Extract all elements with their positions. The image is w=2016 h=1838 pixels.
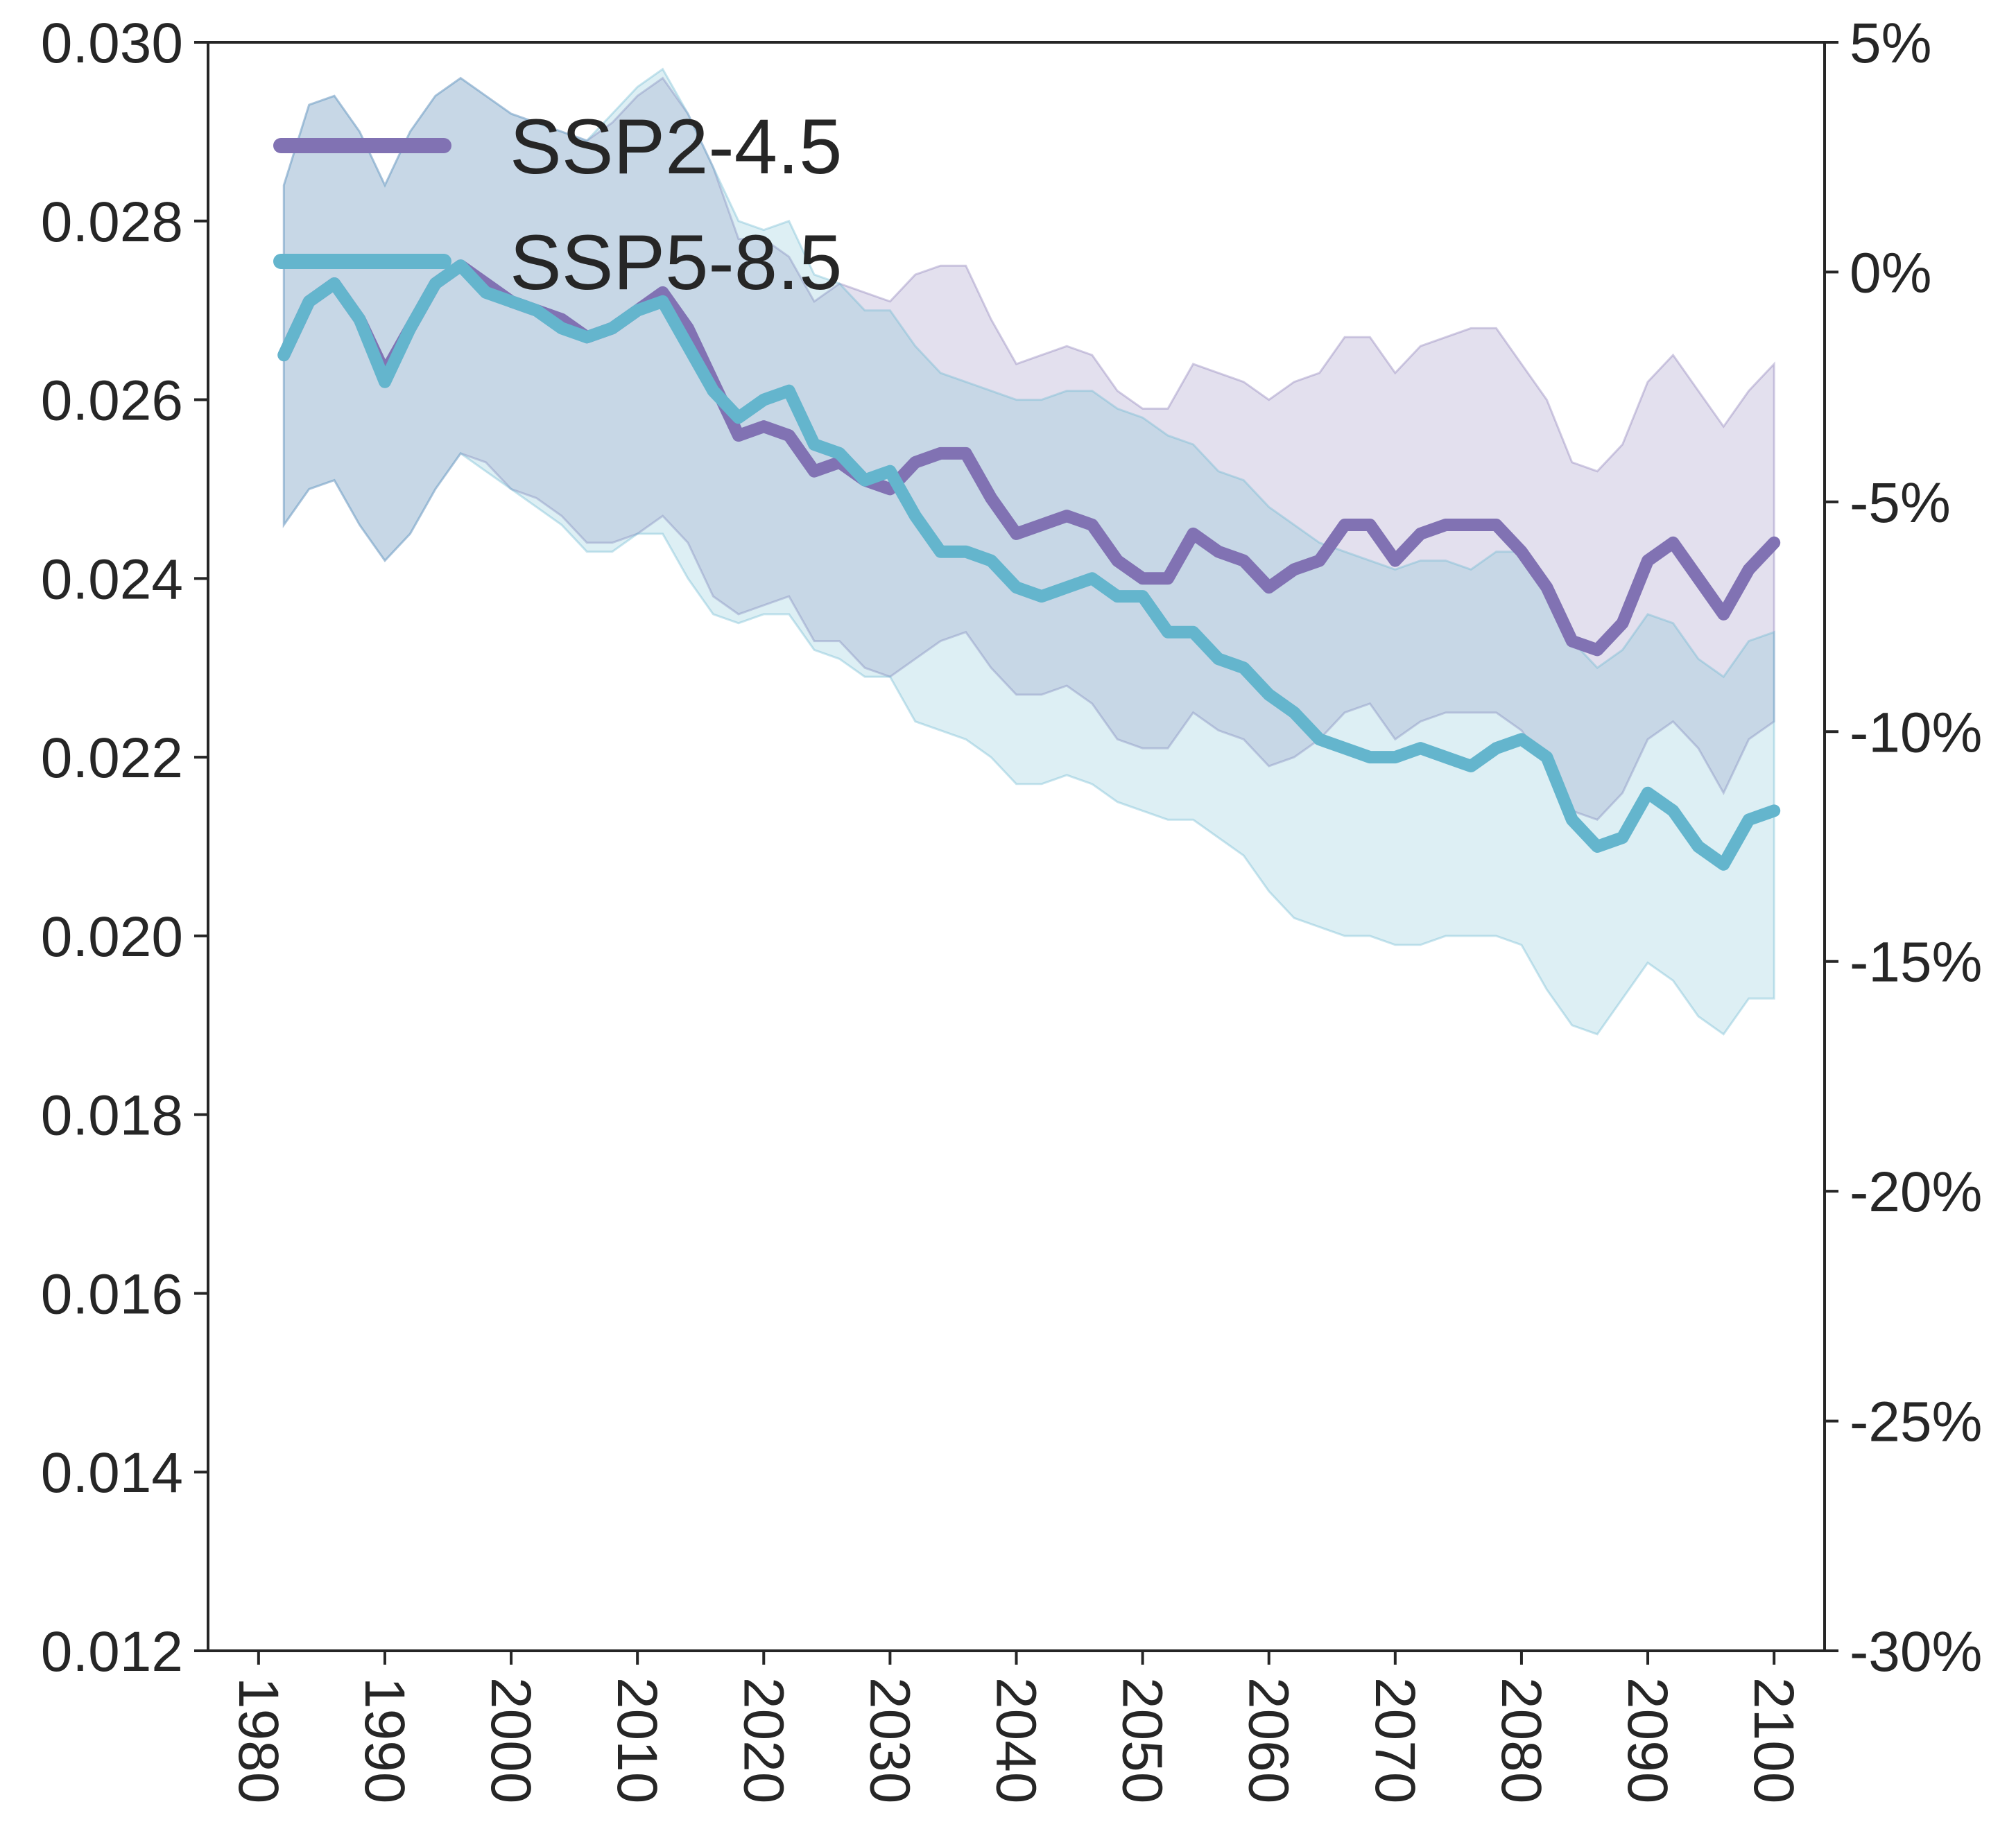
y2-tick-label: -20% <box>1850 1161 1982 1224</box>
x-tick-label: 2070 <box>1363 1677 1427 1803</box>
x-tick-label: 2100 <box>1742 1677 1805 1803</box>
x-tick-label: 1990 <box>353 1677 416 1803</box>
legend: SSP2-4.5 SSP5-8.5 <box>273 103 842 306</box>
y-tick-label: 0.030 <box>41 12 183 75</box>
y2-tick-label: -25% <box>1850 1391 1982 1454</box>
legend-label-ssp2-4-5: SSP2-4.5 <box>510 103 842 190</box>
x-tick-label: 1980 <box>227 1677 290 1803</box>
x-tick-label: 2000 <box>479 1677 542 1803</box>
x-tick-label: 2010 <box>605 1677 669 1803</box>
series-lines <box>277 259 1781 871</box>
y-tick-label: 0.014 <box>41 1441 183 1505</box>
x-tick-label: 2040 <box>985 1677 1048 1803</box>
secondary-y-axis-ticks: -30% -25% -20% -15% -10% -5% 0% 5% <box>1825 12 1982 1683</box>
x-tick-label: 2020 <box>732 1677 795 1803</box>
y-tick-label: 0.028 <box>41 191 183 254</box>
band-ssp2-4-5 <box>282 76 1775 822</box>
y2-tick-label: -15% <box>1850 931 1982 994</box>
legend-label-ssp5-8-5: SSP5-8.5 <box>510 219 842 306</box>
y2-tick-label: -10% <box>1850 701 1982 764</box>
x-tick-label: 2080 <box>1490 1677 1553 1803</box>
y2-tick-label: -30% <box>1850 1620 1982 1683</box>
x-tick-label: 2090 <box>1616 1677 1679 1803</box>
y2-tick-label: 5% <box>1850 12 1932 75</box>
y2-tick-label: -5% <box>1850 471 1951 535</box>
y-tick-label: 0.016 <box>41 1263 183 1326</box>
series-line-ssp5-8-5 <box>277 259 1781 871</box>
uncertainty-bands <box>282 67 1775 1036</box>
x-tick-label: 2060 <box>1237 1677 1300 1803</box>
y-tick-label: 0.024 <box>41 548 183 611</box>
y2-tick-label: 0% <box>1850 241 1932 304</box>
y-tick-label: 0.020 <box>41 905 183 969</box>
x-tick-label: 2030 <box>858 1677 921 1803</box>
y-tick-label: 0.022 <box>41 727 183 790</box>
x-axis-ticks: 1980 1990 2000 2010 2020 2030 2040 2050 2060 2070… <box>227 1651 1805 1803</box>
y-axis-ticks: 0.012 0.014 0.016 0.018 0.020 0.022 0.024 0.026… <box>41 12 208 1683</box>
y-tick-label: 0.018 <box>41 1084 183 1147</box>
x-tick-label: 2050 <box>1111 1677 1174 1803</box>
y-tick-label: 0.026 <box>41 370 183 433</box>
band-ssp5-8-5 <box>282 67 1775 1036</box>
y-tick-label: 0.012 <box>41 1620 183 1683</box>
